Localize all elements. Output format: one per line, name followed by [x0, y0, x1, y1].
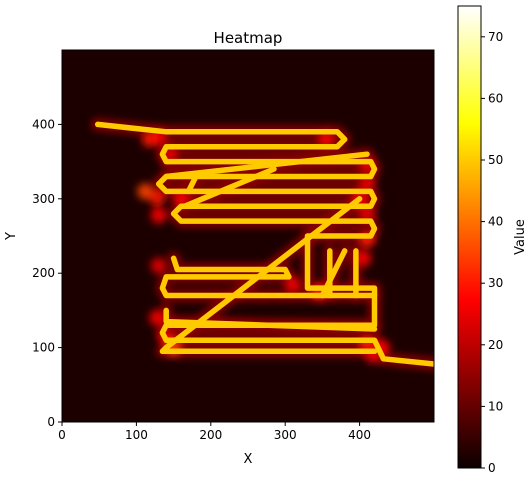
y-tick-label: 100: [32, 341, 55, 355]
y-axis-label: Y: [4, 232, 19, 241]
heat-path: [163, 307, 378, 332]
hotspot: [318, 131, 335, 148]
heat-path: [319, 248, 348, 299]
x-tick-label: 0: [58, 428, 66, 442]
x-tick-label: 100: [125, 428, 148, 442]
x-axis-ticks: 0 100 200 300 400: [58, 422, 371, 442]
colorbar-tick-label: 10: [488, 399, 503, 413]
y-tick-label: 0: [47, 415, 55, 429]
colorbar-tick-label: 30: [488, 276, 503, 290]
colorbar-tick-label: 50: [488, 153, 503, 167]
colorbar-tick-label: 0: [488, 461, 496, 475]
heat-path: [163, 151, 370, 180]
colorbar-tick-label: 60: [488, 91, 503, 105]
colorbar-ticks: 0 10 20 30 40 50 60 70: [481, 30, 503, 475]
hotspot: [173, 190, 190, 207]
chart-title: Heatmap: [214, 29, 283, 47]
colorbar-tick-label: 40: [488, 215, 503, 229]
plot-frame: [61, 49, 435, 423]
y-tick-label: 400: [32, 117, 55, 131]
colorbar-label: Value: [513, 219, 528, 255]
hotspot: [284, 276, 301, 293]
hotspot: [150, 257, 167, 274]
x-tick-label: 400: [348, 428, 371, 442]
hotspot: [149, 189, 166, 206]
colorbar-tick-label: 70: [488, 30, 503, 44]
plot-area: [62, 50, 434, 422]
heat-path: [163, 196, 363, 351]
colorbar: [457, 5, 482, 469]
hotspot: [137, 183, 154, 200]
x-tick-label: 200: [199, 428, 222, 442]
hotspot: [359, 175, 376, 192]
heat-path: [159, 255, 378, 299]
x-tick-label: 300: [274, 428, 297, 442]
hotspot: [149, 309, 166, 326]
path-layer: [94, 121, 434, 367]
y-axis-ticks: 0 100 200 300 400: [32, 117, 62, 429]
x-axis-label: X: [244, 452, 253, 467]
hotspot: [150, 207, 167, 224]
y-tick-label: 200: [32, 266, 55, 280]
hotspot: [355, 250, 372, 267]
heat-path: [185, 173, 199, 195]
colorbar-tick-label: 20: [488, 338, 503, 352]
hotspot: [359, 205, 376, 222]
heat-path: [182, 166, 277, 209]
y-tick-label: 300: [32, 192, 55, 206]
